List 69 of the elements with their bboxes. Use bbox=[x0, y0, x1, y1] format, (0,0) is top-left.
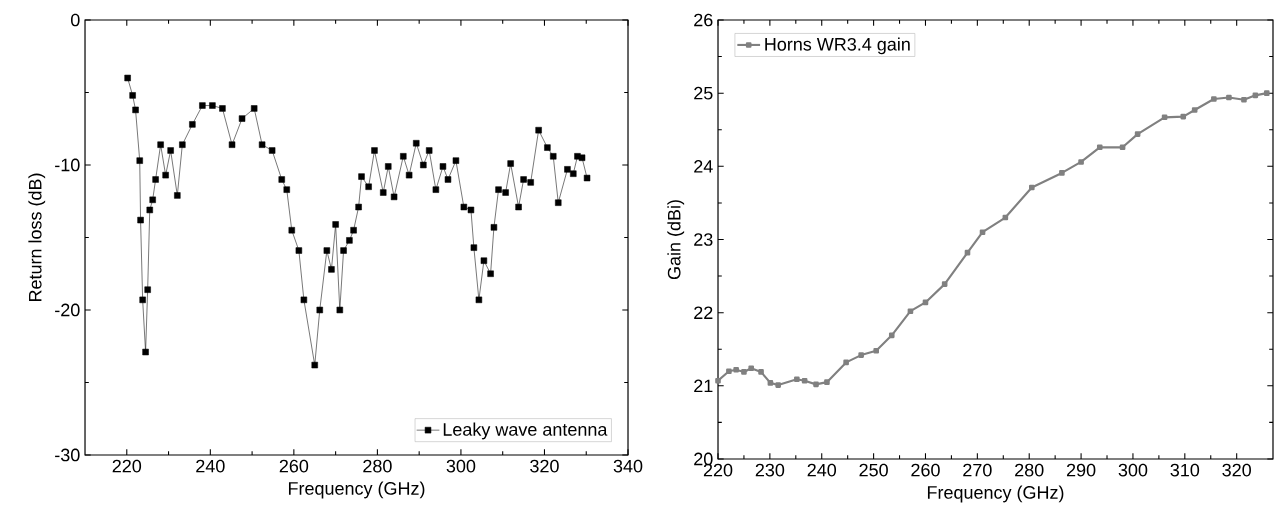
x-tick-label: 260 bbox=[911, 463, 940, 477]
y-axis-title: Gain (dBi) bbox=[667, 200, 685, 280]
x-tick-label: 240 bbox=[196, 459, 225, 473]
x-tick-label: 220 bbox=[112, 459, 142, 473]
point bbox=[922, 299, 929, 306]
point bbox=[1191, 107, 1198, 113]
x-tick-label: 310 bbox=[1170, 463, 1200, 477]
point bbox=[1134, 131, 1141, 137]
point bbox=[1002, 214, 1009, 221]
point bbox=[1161, 114, 1168, 121]
point bbox=[767, 380, 774, 386]
point bbox=[715, 377, 721, 384]
y-tick-label: -30 bbox=[55, 448, 80, 462]
y-tick-label: 22 bbox=[694, 306, 713, 319]
point bbox=[748, 365, 754, 372]
y-tick-label: -10 bbox=[55, 158, 80, 172]
x-tick-label: 250 bbox=[859, 463, 888, 477]
point bbox=[1119, 144, 1126, 151]
point bbox=[794, 376, 800, 383]
point bbox=[813, 381, 819, 388]
x-tick-label: 280 bbox=[363, 459, 392, 473]
point bbox=[1226, 94, 1232, 101]
point bbox=[1263, 90, 1270, 96]
point bbox=[1241, 96, 1247, 103]
legend-label: Leaky wave antenna bbox=[443, 422, 608, 440]
point bbox=[979, 229, 986, 235]
legend-label: Horns WR3.4 gain bbox=[765, 37, 910, 55]
x-tick-label: 300 bbox=[446, 459, 476, 473]
x-tick-label: 240 bbox=[807, 463, 837, 477]
y-tick-label: 0 bbox=[71, 13, 80, 27]
x-tick-label: 300 bbox=[1118, 463, 1148, 477]
point bbox=[733, 366, 739, 373]
point bbox=[1252, 92, 1259, 99]
y-tick-label: -20 bbox=[55, 303, 80, 317]
x-tick-label: 290 bbox=[1066, 463, 1096, 477]
x-tick-label: 340 bbox=[613, 459, 643, 473]
y-tick-label: 24 bbox=[694, 160, 713, 173]
point bbox=[873, 347, 880, 354]
point bbox=[964, 249, 971, 256]
point bbox=[1029, 184, 1035, 191]
point bbox=[1096, 144, 1103, 151]
point bbox=[843, 359, 849, 366]
point bbox=[888, 332, 895, 339]
point bbox=[726, 368, 732, 374]
y-tick-label: 25 bbox=[694, 86, 713, 100]
point bbox=[801, 377, 808, 384]
point bbox=[907, 308, 914, 314]
x-tick-label: 230 bbox=[755, 463, 785, 477]
point bbox=[1180, 113, 1187, 120]
y-axis-title: Return loss (dB) bbox=[28, 173, 46, 302]
point bbox=[1211, 96, 1217, 102]
point bbox=[824, 379, 830, 385]
x-tick-label: 320 bbox=[1222, 463, 1251, 477]
x-tick-label: 280 bbox=[1015, 463, 1044, 477]
y-tick-label: 21 bbox=[694, 379, 713, 393]
x-tick-label: 320 bbox=[530, 459, 559, 473]
x-axis-title: Frequency (GHz) bbox=[927, 485, 1064, 503]
x-tick-label: 270 bbox=[963, 463, 992, 477]
point bbox=[941, 281, 948, 287]
point bbox=[858, 352, 864, 358]
point bbox=[741, 369, 747, 375]
point bbox=[1059, 170, 1065, 176]
y-tick-label: 26 bbox=[694, 13, 713, 27]
point bbox=[775, 382, 781, 388]
y-tick-label: 23 bbox=[694, 233, 713, 246]
point bbox=[1078, 159, 1084, 165]
x-tick-label: 260 bbox=[279, 459, 309, 473]
x-axis-title: Frequency (GHz) bbox=[288, 481, 425, 499]
point bbox=[758, 369, 764, 375]
